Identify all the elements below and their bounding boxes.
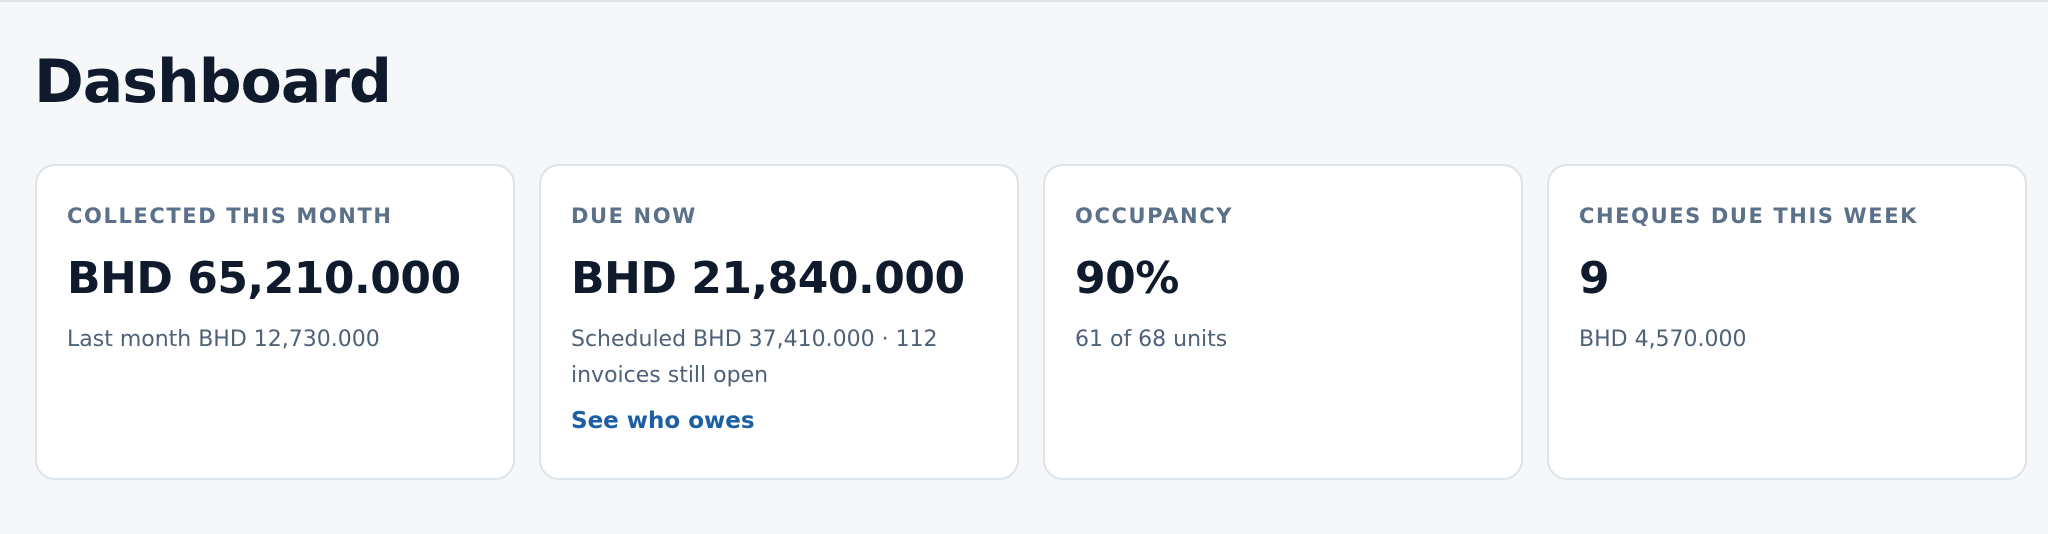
card-label: OCCUPANCY <box>1075 204 1234 228</box>
stat-card-collected-this-month: COLLECTED THIS MONTH BHD 65,210.000 Last… <box>35 164 515 480</box>
see-who-owes-link[interactable]: See who owes <box>571 408 755 434</box>
card-value: BHD 65,210.000 <box>67 253 461 304</box>
card-value: 9 <box>1579 253 1610 304</box>
card-label: COLLECTED THIS MONTH <box>67 204 393 228</box>
card-subtext: Scheduled BHD 37,410.000 · 112 invoices … <box>571 327 938 388</box>
stat-card-cheques-due-this-week: CHEQUES DUE THIS WEEK 9 BHD 4,570.000 <box>1547 164 2027 480</box>
card-subtext: 61 of 68 units <box>1075 327 1228 352</box>
top-divider <box>0 0 2048 2</box>
card-subtext: Last month BHD 12,730.000 <box>67 327 380 352</box>
card-value: BHD 21,840.000 <box>571 253 965 304</box>
card-label: DUE NOW <box>571 204 697 228</box>
stat-card-occupancy: OCCUPANCY 90% 61 of 68 units <box>1043 164 1523 480</box>
stat-cards: COLLECTED THIS MONTH BHD 65,210.000 Last… <box>35 164 2027 480</box>
card-subtext: BHD 4,570.000 <box>1579 327 1747 352</box>
stat-card-due-now: DUE NOW BHD 21,840.000 Scheduled BHD 37,… <box>539 164 1019 480</box>
card-value: 90% <box>1075 253 1179 304</box>
page-title: Dashboard <box>34 47 392 117</box>
card-label: CHEQUES DUE THIS WEEK <box>1579 204 1919 228</box>
